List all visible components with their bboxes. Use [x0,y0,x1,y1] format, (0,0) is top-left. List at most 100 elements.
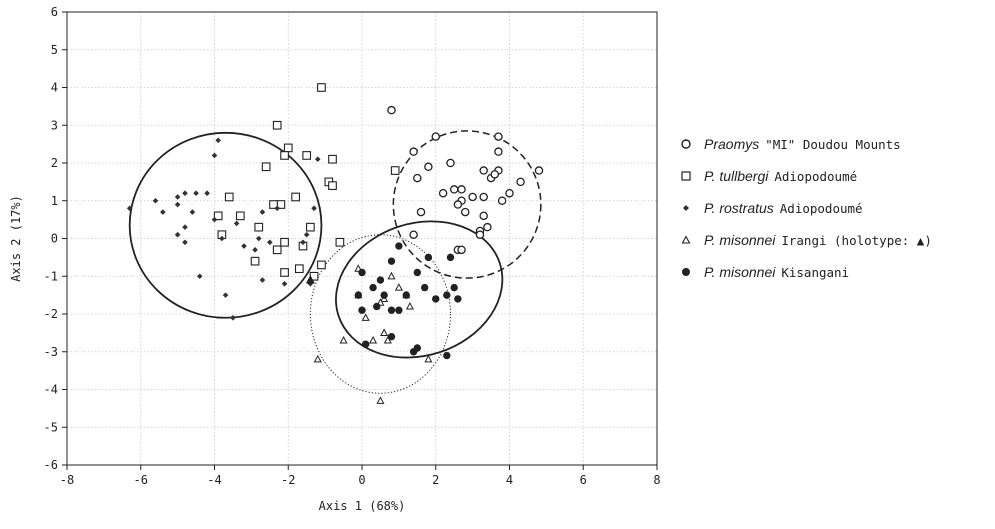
data-point-open-triangle [383,335,392,344]
y-tick-label: 4 [51,81,58,95]
data-point-diamond [182,224,188,230]
data-point-diamond [303,231,310,238]
data-point-open-circle [387,105,396,115]
data-point-open-square [328,181,337,191]
data-point-open-square [224,192,234,202]
data-point-filled-circle [454,295,462,303]
data-point-open-square [250,256,260,266]
data-point-open-triangle [424,354,433,363]
x-tick-label: 8 [653,473,660,487]
data-point-open-circle [475,230,485,239]
data-point-filled-circle [361,340,370,348]
data-point-open-triangle [339,335,348,344]
open-circle-marker-icon [678,136,694,152]
data-point-filled-circle [424,253,433,262]
y-tick-label: 3 [51,118,58,132]
data-point-open-square [302,151,312,160]
x-tick-label: -2 [281,473,295,487]
legend-locality: Adiopodoumé [779,200,863,216]
legend-locality: Irangi (holotype: ▲) [781,232,932,248]
data-point-open-square [317,260,326,270]
confidence-ellipse [309,234,451,394]
open-triangle-marker-icon [678,232,694,248]
y-tick-label: -5 [44,420,58,434]
data-point-open-circle [534,166,544,175]
data-point-diamond [204,190,210,196]
data-point-open-square [390,166,400,175]
data-point-open-triangle [369,335,378,344]
data-point-open-square [269,200,278,209]
y-tick-label: 2 [51,156,58,170]
data-point-open-circle [416,207,426,217]
legend-item-misonnei-irangi: P. misonnei Irangi (holotype: ▲) [678,224,993,256]
legend-species: P. misonnei [704,232,776,248]
legend-species: P. rostratus [704,200,774,216]
legend-locality: Kisangani [781,264,850,280]
data-point-open-circle [494,132,503,141]
data-point-filled-circle [376,276,385,284]
data-point-filled-circle [358,306,366,314]
data-point-open-triangle [387,271,396,280]
data-point-diamond [152,197,159,204]
data-point-open-circle [457,185,466,194]
legend-item-misonnei-kisangani: P. misonnei Kisangani [678,256,993,288]
data-point-open-circle [505,188,514,198]
data-point-open-triangle [405,301,414,310]
data-point-diamond [189,209,196,215]
data-point-open-square [261,162,271,172]
y-tick-label: 5 [51,43,58,57]
data-point-diamond [196,273,203,280]
data-point-open-circle [490,170,499,179]
data-point-open-triangle [361,313,370,321]
data-point-filled-circle [446,253,455,262]
data-point-filled-circle [413,268,422,277]
data-point-diamond [211,152,218,159]
data-point-filled-circle [387,332,396,341]
data-point-open-circle [497,196,507,205]
data-point-open-circle [446,158,455,168]
data-point-open-circle [479,211,488,221]
x-tick-label: 2 [432,473,439,487]
x-tick-label: 6 [580,473,587,487]
data-point-diamond [267,239,273,246]
data-point-diamond [241,243,247,249]
data-point-diamond [230,314,236,321]
y-axis-label: Axis 2 (17%) [9,195,23,282]
confidence-ellipse [128,131,323,319]
data-point-open-circle [516,177,525,187]
data-point-open-triangle [380,328,389,336]
data-point-open-circle [483,222,492,232]
data-point-open-square [213,211,223,221]
data-point-filled-circle [432,295,440,303]
data-point-diamond [311,205,317,212]
data-point-open-triangle [313,354,322,363]
data-point-diamond [174,231,181,238]
legend-locality: Adiopodoumé [774,168,858,184]
data-point-open-triangle [394,283,403,291]
data-point-open-circle [453,200,463,209]
data-point-filled-circle [373,302,381,311]
legend-item-rostratus: P. rostratus Adiopodoumé [678,192,993,224]
data-point-open-square [272,245,282,255]
data-point-open-square [294,264,304,274]
legend-species: Praomys [704,136,760,152]
data-point-diamond [126,205,133,212]
data-point-filled-circle [369,283,377,292]
diamond-marker-icon [678,200,694,216]
y-tick-label: -1 [44,269,58,283]
data-point-diamond [314,156,321,163]
legend-item-praomys-doudou: Praomys "MI" Doudou Mounts [678,128,993,160]
data-point-diamond [259,277,266,283]
y-tick-label: -6 [44,458,58,472]
data-point-filled-circle [443,291,451,299]
data-point-open-square [280,237,289,247]
data-point-diamond [182,190,188,196]
x-tick-label: -4 [207,473,221,487]
data-point-open-circle [457,245,466,255]
legend: Praomys "MI" Doudou Mounts P. tullbergi … [678,128,993,288]
data-point-diamond [222,292,229,298]
y-tick-label: 1 [51,194,58,208]
data-point-open-circle [438,188,448,198]
y-tick-label: -4 [44,383,58,397]
